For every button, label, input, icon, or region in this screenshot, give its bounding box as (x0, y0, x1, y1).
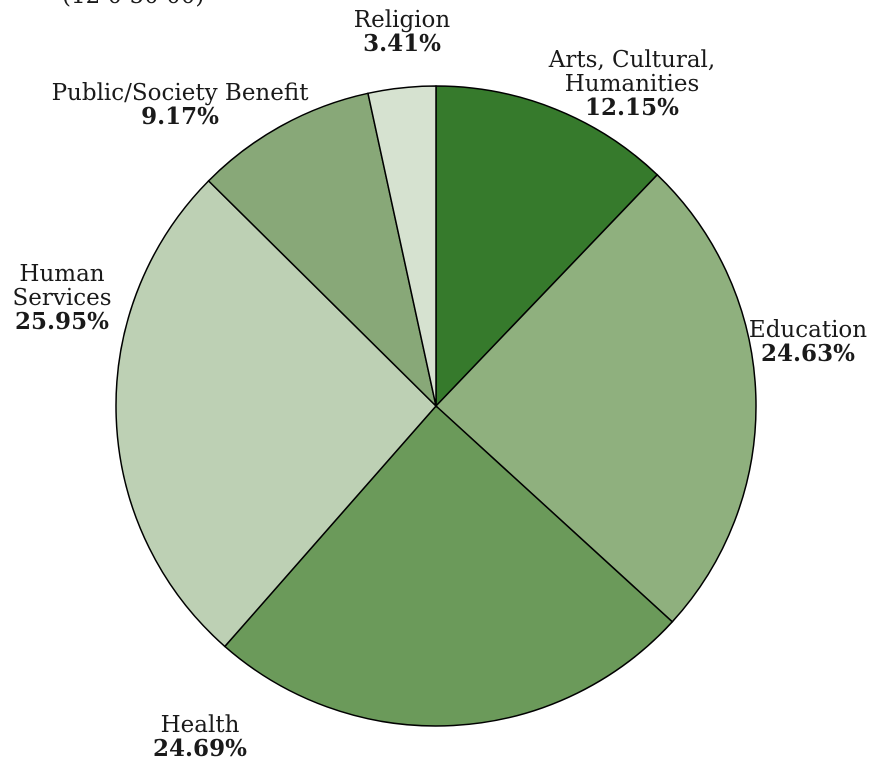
slice-label: Education (749, 317, 867, 343)
slice-label: Human (19, 261, 104, 287)
slice-label: Health (161, 712, 240, 738)
slice-value-label: 3.41% (363, 30, 441, 57)
slice-label: Religion (354, 7, 451, 33)
slice-value-label: 25.95% (15, 308, 109, 335)
cut-off-heading: (12 0 50 00) (62, 0, 204, 9)
slice-value-label: 9.17% (141, 103, 219, 130)
pie-slices (115, 85, 757, 727)
slice-value-label: 12.15% (585, 94, 679, 121)
slice-health (223, 404, 674, 727)
slice-education (434, 173, 757, 623)
slice-value-label: 24.69% (153, 735, 247, 762)
slice-label: Services (12, 285, 111, 311)
slice-value-label: 24.63% (761, 340, 855, 367)
slice-public-society-benefit (207, 92, 438, 409)
slice-label: Public/Society Benefit (52, 80, 310, 106)
slice-religion (367, 85, 437, 407)
slice-human-services (115, 179, 438, 648)
slice-label: Arts, Cultural, (548, 47, 715, 73)
slice-label: Humanities (565, 71, 700, 97)
slice-arts-cultural-humanities (435, 85, 659, 408)
